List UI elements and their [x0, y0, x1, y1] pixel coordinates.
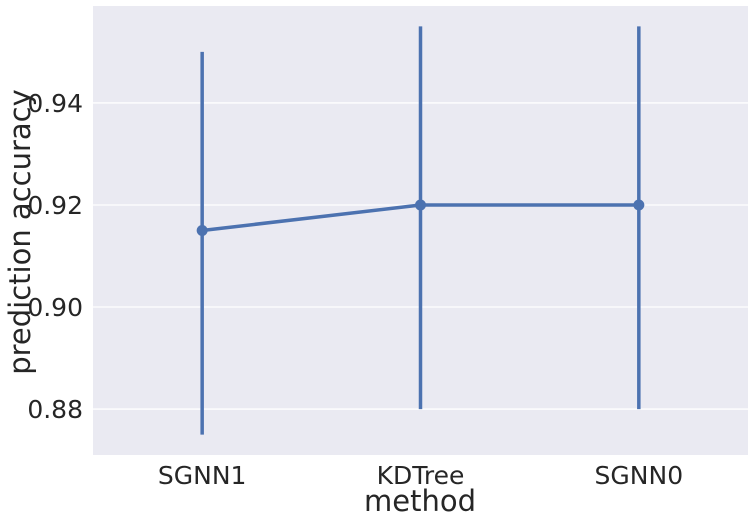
x-tick-labels: SGNN1 KDTree SGNN0 [158, 461, 683, 490]
y-tick-label: 0.92 [27, 191, 83, 220]
data-point [415, 199, 426, 211]
x-tick-label: SGNN0 [595, 461, 684, 490]
x-tick-label: KDTree [377, 461, 465, 490]
error-bars [200, 26, 641, 435]
data-points [196, 199, 645, 236]
y-axis-label: prediction accuracy [3, 89, 37, 375]
data-point [633, 199, 645, 211]
y-tick-label: 0.90 [27, 293, 83, 322]
y-tick-labels: 0.88 0.90 0.92 0.94 [27, 89, 83, 424]
y-tick-label: 0.88 [27, 395, 83, 424]
x-axis-label: method [364, 484, 476, 518]
x-tick-label: SGNN1 [158, 461, 247, 490]
data-point [196, 225, 208, 236]
y-tick-label: 0.94 [27, 89, 83, 118]
